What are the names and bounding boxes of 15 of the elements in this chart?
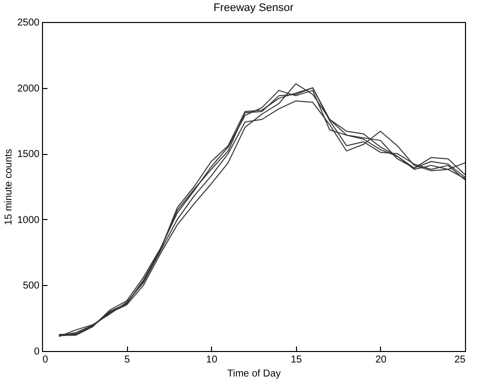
chart-title: Freeway Sensor	[213, 2, 294, 14]
y-tick-label: 1500	[17, 149, 40, 160]
x-tick-label: 25	[454, 354, 466, 366]
x-tick-label: 5	[124, 354, 130, 366]
y-tick-label: 2500	[17, 18, 40, 28]
x-tick-label: 20	[375, 354, 387, 366]
y-tick-label: 500	[22, 280, 40, 292]
x-tick-label: 0	[42, 354, 48, 366]
x-tick-label: 10	[206, 354, 218, 366]
y-tick-label: 2000	[17, 83, 40, 94]
y-axis-title: 15 minute counts	[3, 148, 14, 226]
x-tick-label: 15	[290, 354, 302, 366]
y-tick-label: 1000	[17, 214, 40, 226]
x-axis-title: Time of Day	[227, 368, 281, 380]
y-tick-label: 0	[34, 346, 40, 358]
